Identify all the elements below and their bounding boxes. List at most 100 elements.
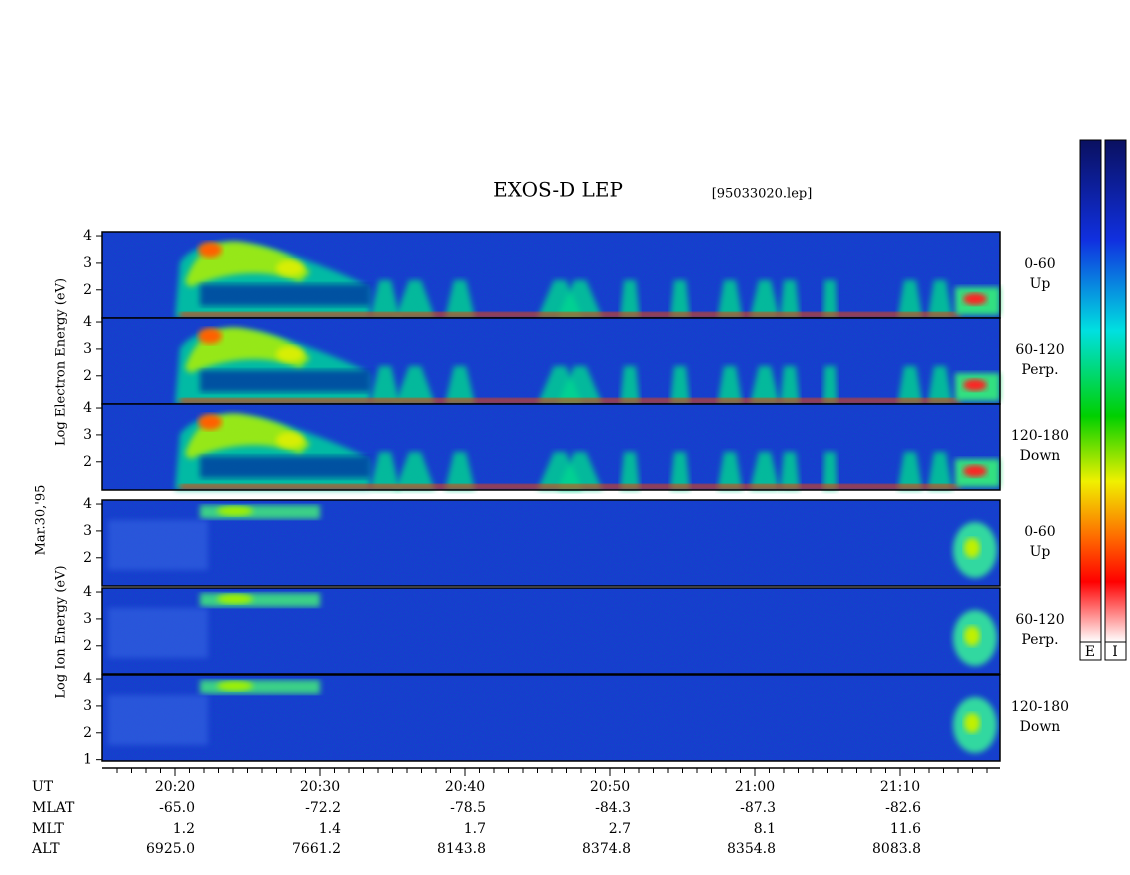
spectral-feature	[717, 280, 743, 318]
spectral-feature	[445, 452, 475, 490]
date-label: Mar.30,'95	[34, 485, 49, 556]
row-name: MLT	[32, 821, 64, 837]
spectral-feature	[620, 366, 640, 404]
spectral-feature	[620, 280, 640, 318]
spectral-feature	[963, 379, 987, 391]
panel-border	[101, 403, 1001, 491]
orbit-value: -84.3	[595, 800, 631, 816]
colorbar-label: I	[1112, 644, 1118, 660]
orbit-value: 2.7	[609, 821, 631, 837]
pitch-label: 60-120	[1015, 342, 1064, 358]
y-tick-label: 4	[83, 584, 92, 600]
orbit-value: 1.7	[464, 821, 486, 837]
colorbar-label: E	[1085, 644, 1095, 660]
spectral-feature	[822, 452, 838, 490]
y-tick-label: 2	[83, 282, 92, 298]
spectral-feature	[897, 366, 923, 404]
y-tick-label: 3	[83, 698, 92, 714]
features	[108, 593, 997, 666]
features	[175, 241, 1000, 318]
spectral-feature	[557, 366, 603, 404]
row-name: MLAT	[32, 800, 75, 816]
features	[175, 327, 1000, 404]
orbit-value: 8143.8	[437, 841, 486, 857]
y-tick-label: 4	[83, 400, 92, 416]
orbit-value: 7661.2	[292, 841, 341, 857]
pitch-label: 120-180	[1011, 428, 1069, 444]
direction-label: Up	[1030, 276, 1051, 292]
y-tick-label: 1	[83, 752, 92, 768]
pitch-label: 0-60	[1024, 256, 1055, 272]
spectrogram-panel: 2 3 4 60-120 Perp.	[83, 584, 1065, 675]
pitch-label: 60-120	[1015, 612, 1064, 628]
orbit-value: 6925.0	[146, 841, 195, 857]
pitch-label: 120-180	[1011, 699, 1069, 715]
spectral-feature	[927, 280, 953, 318]
spectral-feature	[717, 366, 743, 404]
time-label: 20:40	[445, 779, 485, 795]
spectral-feature	[557, 280, 603, 318]
title: EXOS-D LEP	[493, 178, 623, 202]
direction-label: Down	[1020, 719, 1061, 735]
spectral-feature	[963, 293, 987, 305]
y-tick-label: 3	[83, 523, 92, 539]
spectral-feature	[963, 465, 987, 477]
time-label: 20:50	[590, 779, 630, 795]
spectral-feature	[200, 284, 370, 306]
orbit-value: -82.6	[885, 800, 921, 816]
spectral-feature	[964, 713, 980, 733]
spectral-feature	[217, 594, 253, 604]
y-tick-label: 3	[83, 611, 92, 627]
features	[108, 505, 997, 578]
spectral-feature	[217, 681, 253, 691]
spectrogram-panel: 2 3 4 0-60 Up	[83, 228, 1056, 319]
electron-axis-label: Log Electron Energy (eV)	[54, 278, 69, 446]
orbit-value: 8354.8	[727, 841, 776, 857]
spectral-feature	[717, 452, 743, 490]
time-label: 20:30	[300, 779, 340, 795]
colorbar-e	[1079, 139, 1102, 643]
direction-label: Perp.	[1021, 362, 1058, 378]
direction-label: Perp.	[1021, 632, 1058, 648]
spectral-feature	[276, 432, 304, 448]
orbit-value: -72.2	[305, 800, 341, 816]
features	[108, 680, 997, 753]
spectral-feature	[198, 414, 222, 430]
spectral-feature	[276, 260, 304, 276]
ion-axis-label: Log Ion Energy (eV)	[54, 565, 69, 698]
spectral-feature	[108, 695, 208, 745]
spectral-feature	[395, 280, 435, 318]
time-label: 20:20	[155, 779, 195, 795]
spectral-feature	[557, 452, 603, 490]
spectral-feature	[370, 280, 400, 318]
spectral-feature	[780, 366, 800, 404]
direction-label: Down	[1020, 448, 1061, 464]
direction-label: Up	[1030, 544, 1051, 560]
panel-border	[101, 674, 1001, 762]
panel-border	[101, 499, 1001, 587]
y-tick-label: 2	[83, 454, 92, 470]
spectral-feature	[180, 484, 960, 489]
spectral-feature	[370, 452, 400, 490]
y-tick-label: 4	[83, 228, 92, 244]
y-tick-label: 4	[83, 314, 92, 330]
spectral-feature	[822, 366, 838, 404]
orbit-value: 8.1	[754, 821, 776, 837]
colorbar-box	[1104, 641, 1127, 661]
y-tick-label: 4	[83, 496, 92, 512]
spectral-feature	[200, 370, 370, 392]
row-name: UT	[32, 779, 54, 795]
y-tick-label: 3	[83, 427, 92, 443]
spectral-feature	[822, 280, 838, 318]
spectral-feature	[780, 280, 800, 318]
spectral-feature	[750, 452, 780, 490]
spectrogram-panel: 2 3 4 0-60 Up	[83, 496, 1056, 587]
spectral-feature	[927, 366, 953, 404]
spectral-feature	[370, 366, 400, 404]
orbit-value: -78.5	[450, 800, 486, 816]
spectrogram-panel: 2 3 4 60-120 Perp.	[83, 314, 1065, 405]
y-tick-label: 3	[83, 341, 92, 357]
spectral-feature	[897, 452, 923, 490]
y-tick-label: 4	[83, 671, 92, 687]
